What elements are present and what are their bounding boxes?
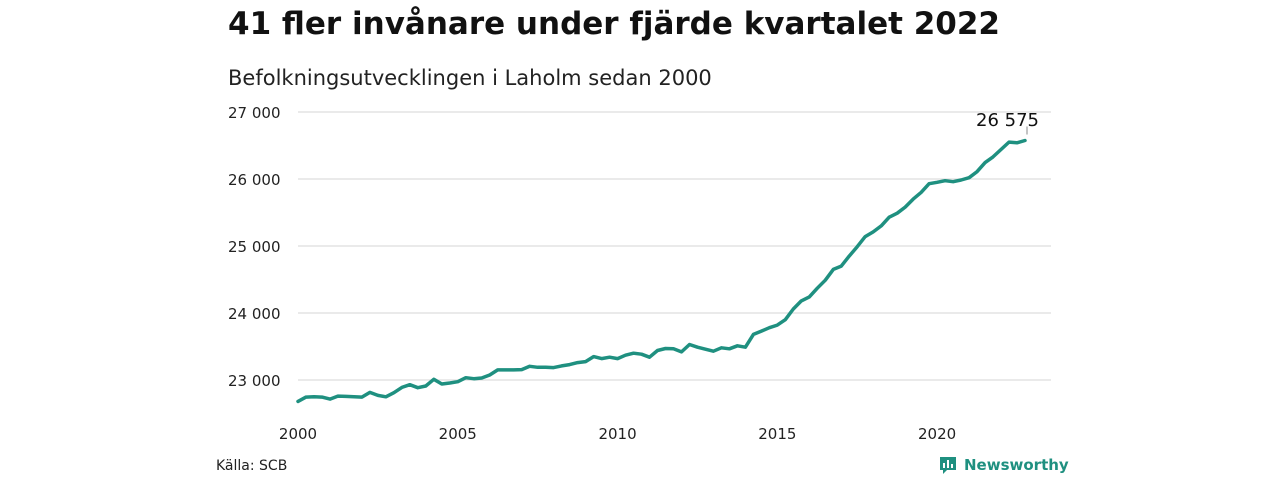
brand-logo[interactable]: Newsworthy xyxy=(938,455,1069,475)
chart-title: 41 fler invånare under fjärde kvartalet … xyxy=(228,6,1001,42)
y-tick-label-23000: 23 000 xyxy=(228,372,281,390)
source-note: Källa: SCB xyxy=(216,458,288,474)
x-tick-label-2015: 2015 xyxy=(758,425,796,443)
y-tick-label-26000: 26 000 xyxy=(228,171,281,189)
y-tick-label-27000: 27 000 xyxy=(228,104,281,122)
y-tick-label-25000: 25 000 xyxy=(228,238,281,256)
brand-name: Newsworthy xyxy=(964,456,1069,474)
last-value-annotation: 26 575 xyxy=(976,110,1039,131)
x-tick-label-2010: 2010 xyxy=(598,425,636,443)
x-tick-label-2000: 2000 xyxy=(279,425,317,443)
y-tick-label-24000: 24 000 xyxy=(228,305,281,323)
x-tick-label-2020: 2020 xyxy=(918,425,956,443)
population-series-line xyxy=(296,138,1027,404)
newsworthy-logo-icon xyxy=(940,457,956,474)
x-tick-label-2005: 2005 xyxy=(439,425,477,443)
chart-subtitle: Befolkningsutvecklingen i Laholm sedan 2… xyxy=(228,66,712,90)
